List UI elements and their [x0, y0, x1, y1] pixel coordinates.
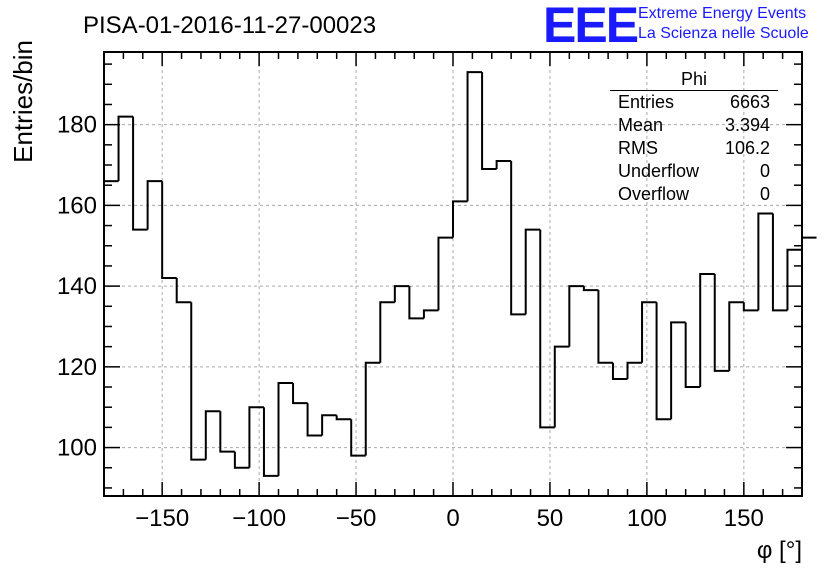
stats-row-underflow: Underflow 0	[610, 160, 778, 183]
hist-bin	[655, 302, 672, 421]
stats-box: Phi Entries 6663 Mean 3.394 RMS 106.2 Un…	[610, 68, 778, 206]
hist-bin	[771, 213, 788, 312]
x-tick-label: −50	[336, 505, 377, 532]
hist-bin	[204, 410, 221, 460]
y-tick-label: 100	[57, 435, 97, 462]
hist-bin	[292, 382, 308, 405]
tick-labels: −150 −100 −50 0 50 100 150 100 120 140 160 180	[57, 112, 764, 532]
hist-bin	[248, 406, 264, 468]
hist-bin	[233, 451, 250, 469]
hist-bin	[757, 212, 773, 311]
hist-bin	[553, 345, 570, 428]
hist-bin	[408, 286, 424, 320]
hist-bin	[582, 286, 599, 292]
stats-row-mean: Mean 3.394	[610, 114, 778, 137]
y-tick-label: 120	[57, 354, 97, 381]
hist-bin	[393, 285, 410, 303]
hist-bin	[626, 361, 643, 379]
hist-bin	[713, 274, 730, 372]
stats-label: RMS	[618, 138, 658, 158]
hist-bin	[452, 200, 468, 238]
hist-bin	[321, 414, 337, 436]
x-tick-label: 150	[724, 505, 764, 532]
hist-bin	[437, 236, 453, 311]
hist-bin	[422, 309, 439, 319]
hist-bin	[350, 419, 366, 457]
stats-label: Overflow	[618, 184, 690, 204]
histogram-bars	[104, 71, 817, 477]
y-tick-label: 140	[57, 273, 97, 300]
logo-line-1: Extreme Energy Events	[638, 5, 807, 22]
x-tick-label: −100	[232, 505, 286, 532]
hist-bin	[161, 181, 177, 280]
hist-bin	[219, 411, 235, 453]
x-tick-label: 0	[446, 505, 459, 532]
stats-value: 0	[759, 161, 770, 181]
grid-lines	[104, 52, 802, 496]
hist-bin	[379, 301, 395, 363]
hist-bin	[728, 301, 744, 371]
y-tick-label: 160	[57, 192, 97, 219]
stats-value: 3.394	[724, 115, 770, 135]
hist-bin	[335, 415, 352, 421]
hist-bin	[641, 301, 657, 363]
hist-bin	[495, 159, 512, 170]
hist-bin	[742, 302, 759, 312]
stats-label: Mean	[618, 115, 664, 135]
stats-box-title: Phi	[610, 68, 778, 91]
hist-bin	[597, 290, 613, 364]
hist-bin	[699, 273, 715, 388]
hist-bin	[568, 285, 584, 347]
stats-value: 106.2	[724, 138, 770, 158]
hist-bin	[611, 362, 628, 380]
stats-value: 0	[759, 184, 770, 204]
stats-row-overflow: Overflow 0	[610, 183, 778, 206]
hist-bin	[146, 180, 163, 230]
stats-label: Entries	[618, 92, 675, 112]
hist-bin	[524, 228, 541, 315]
eee-logo: EEE	[543, 0, 639, 53]
hist-bin	[510, 160, 526, 316]
hist-bin	[670, 321, 686, 420]
x-tick-label: 50	[537, 505, 564, 532]
hist-bin	[132, 116, 148, 231]
chart-title: PISA-01-2016-11-27-00023	[83, 12, 376, 39]
y-axis-label: Entries/bin	[8, 40, 38, 163]
hist-bin	[684, 322, 701, 389]
y-tick-label: 180	[57, 112, 97, 139]
stats-row-entries: Entries 6663	[610, 91, 778, 114]
stats-value: 6663	[729, 92, 770, 112]
hist-bin	[117, 115, 134, 182]
x-axis-label: φ [°]	[757, 537, 802, 564]
axis-ticks	[104, 52, 802, 496]
hist-bin	[262, 407, 279, 477]
logo-line-2: La Scienza nelle Scuole	[638, 25, 809, 42]
stats-row-rms: RMS 106.2	[610, 137, 778, 160]
hist-bin	[801, 236, 817, 250]
stats-label: Underflow	[618, 161, 700, 181]
hist-bin	[190, 302, 206, 461]
hist-bin	[364, 361, 381, 456]
hist-bin	[466, 71, 483, 202]
hist-bin	[306, 403, 323, 437]
hist-bin	[175, 278, 192, 304]
hist-bin	[786, 248, 802, 311]
hist-bin	[277, 381, 294, 476]
hist-bin	[539, 229, 555, 429]
x-tick-label: −150	[135, 505, 189, 532]
x-tick-label: 100	[627, 505, 667, 532]
hist-bin	[481, 72, 497, 171]
